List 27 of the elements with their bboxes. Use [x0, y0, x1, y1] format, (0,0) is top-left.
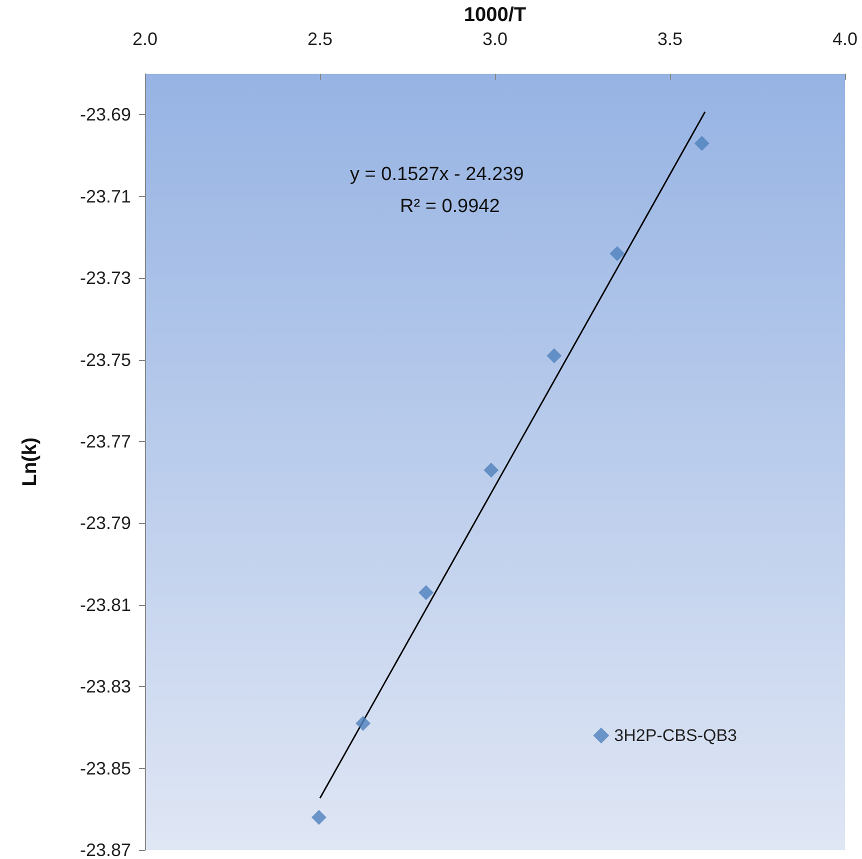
- point: [610, 246, 625, 262]
- y-tick-label: -23.87: [80, 840, 131, 859]
- y-tick-label: -23.79: [80, 513, 131, 534]
- y-tick-label: -23.81: [80, 594, 131, 615]
- x-axis-title: 1000/T: [464, 4, 526, 26]
- y-axis-title: Ln(k): [19, 438, 41, 486]
- point: [418, 585, 434, 600]
- y-tick-label: -23.71: [80, 186, 131, 206]
- annotation: R² = 0.9942: [400, 196, 500, 217]
- point: [546, 348, 562, 364]
- x-tick-label: 3.5: [657, 28, 683, 49]
- y-tick-label: -23.73: [80, 268, 131, 288]
- y-tick-label: -23.75: [80, 350, 131, 370]
- x-tick-label: 2.0: [132, 28, 158, 49]
- x-tick-label: 4.0: [832, 28, 858, 49]
- y-tick-label: -23.85: [80, 758, 131, 778]
- y-tick-label: -23.69: [80, 104, 131, 125]
- point: [311, 810, 326, 825]
- point: [694, 136, 710, 151]
- annotation: y = 0.1527x - 24.239: [350, 164, 524, 185]
- x-tick-label: 3.0: [482, 28, 508, 49]
- y-tick-label: -23.83: [80, 676, 131, 697]
- legend-label: 3H2P-CBS-QB3: [614, 726, 738, 745]
- x-tick-label: 2.5: [307, 28, 333, 49]
- point: [484, 462, 499, 478]
- point: [356, 716, 371, 731]
- y-tick-label: -23.77: [80, 432, 131, 452]
